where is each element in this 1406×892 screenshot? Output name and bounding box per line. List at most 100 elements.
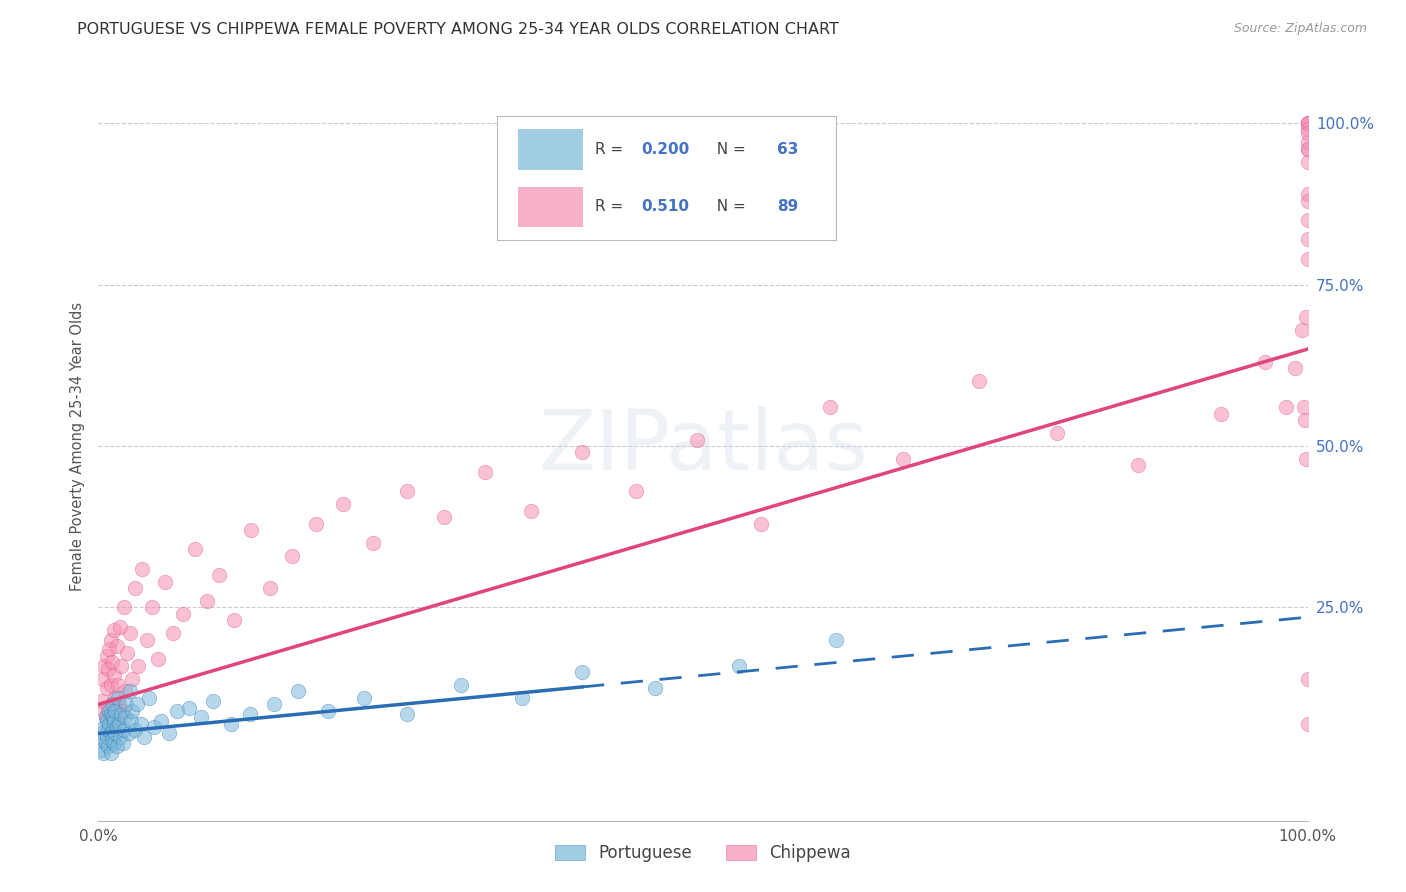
Point [94,710,117,724]
Point [281,549,304,563]
Point [162,626,184,640]
Point [1296,194,1319,208]
Point [626,484,648,499]
Point [891,451,914,466]
Point [146,652,169,666]
Point [93,720,115,734]
Point [98,716,121,731]
Point [353,690,375,705]
Text: PORTUGUESE VS CHIPPEWA FEMALE POVERTY AMONG 25-34 YEAR OLDS CORRELATION CHART: PORTUGUESE VS CHIPPEWA FEMALE POVERTY AM… [77,22,839,37]
Point [100,632,122,647]
Point [1254,355,1277,369]
Point [91,726,114,740]
Point [749,516,772,531]
Point [222,614,245,628]
Point [1296,142,1319,156]
Point [98,642,121,657]
Point [96,681,118,696]
Point [118,626,141,640]
Point [118,684,141,698]
Point [97,662,120,676]
Point [1296,142,1319,156]
Point [127,698,149,712]
Point [97,723,120,738]
Point [124,581,146,595]
Point [93,658,115,673]
Point [94,736,117,750]
Point [208,568,231,582]
Text: 89: 89 [776,200,799,214]
Point [111,704,134,718]
Point [96,714,118,728]
Point [138,690,160,705]
Point [239,523,262,537]
FancyBboxPatch shape [517,129,583,169]
Point [105,739,128,754]
Point [121,704,143,718]
Point [104,726,127,740]
Point [100,698,122,712]
Point [108,620,131,634]
Point [450,678,472,692]
Point [967,375,990,389]
Point [100,723,122,738]
Point [100,656,122,670]
Point [105,720,128,734]
Point [195,594,218,608]
Point [110,658,132,673]
Point [1296,116,1319,130]
Point [474,465,496,479]
Point [157,726,180,740]
Point [135,632,157,647]
Point [166,704,188,718]
Point [104,690,127,705]
Point [153,574,176,589]
Text: N =: N = [707,200,751,214]
Point [395,707,418,722]
Point [316,704,339,718]
FancyBboxPatch shape [498,116,837,240]
Point [1291,323,1313,337]
Point [686,433,709,447]
Point [111,736,134,750]
Point [1275,401,1298,415]
Point [114,710,136,724]
Point [1296,672,1319,686]
Text: R =: R = [595,142,628,157]
Point [91,694,114,708]
Point [259,581,281,595]
Point [818,401,841,415]
Point [1296,252,1319,266]
Point [1296,187,1319,202]
Point [150,714,173,728]
Point [305,516,328,531]
Point [202,694,225,708]
Y-axis label: Female Poverty Among 25-34 Year Olds: Female Poverty Among 25-34 Year Olds [69,301,84,591]
Point [221,716,243,731]
Point [143,720,166,734]
Point [100,732,122,747]
Point [141,600,163,615]
Point [97,739,120,754]
Point [1296,154,1319,169]
Point [115,698,138,712]
Point [361,536,384,550]
Point [1292,401,1315,415]
Point [131,562,153,576]
Point [263,698,285,712]
Point [107,690,129,705]
Point [1296,136,1319,150]
Point [112,723,135,738]
Point [190,710,212,724]
Point [1296,116,1319,130]
Point [1296,116,1319,130]
Point [1046,426,1069,441]
Point [96,730,118,744]
Point [1296,232,1319,246]
Point [91,746,114,760]
Point [96,648,118,663]
Point [1295,451,1317,466]
Point [239,707,262,722]
Point [107,678,129,692]
Point [105,714,128,728]
